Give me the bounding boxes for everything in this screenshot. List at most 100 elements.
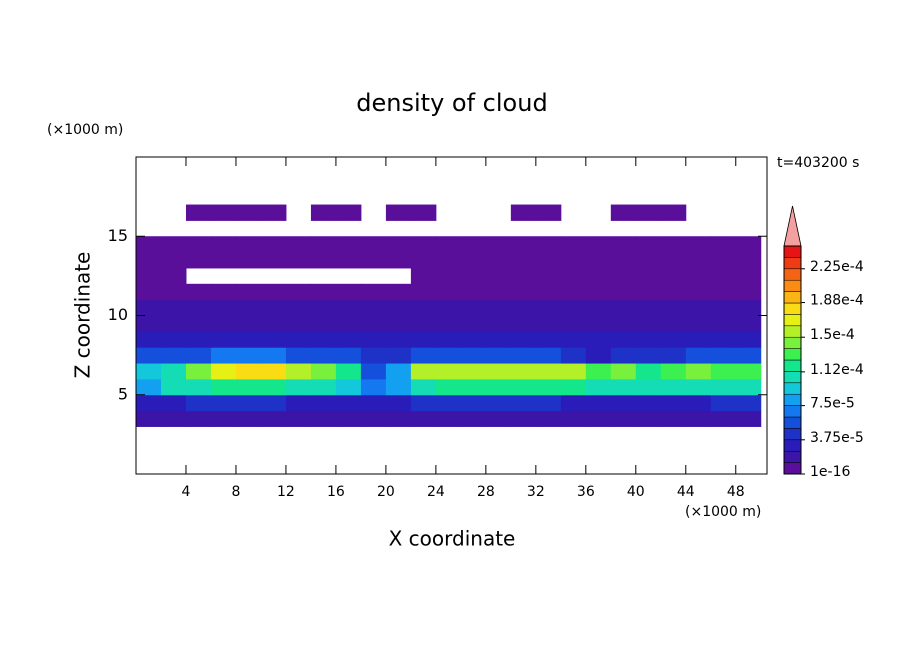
contour-cell (510, 331, 537, 348)
contour-cell (260, 363, 287, 380)
colorbar-swatch (783, 257, 802, 270)
colorbar-swatch (783, 245, 802, 258)
contour-cell (535, 363, 562, 380)
contour-cell (610, 331, 637, 348)
contour-cell (185, 283, 212, 301)
contour-cell (410, 347, 437, 364)
contour-cell (735, 410, 762, 427)
contour-cell (185, 315, 212, 332)
contour-cell (610, 299, 637, 316)
contour-cell (185, 299, 212, 316)
contour-cell (136, 363, 162, 380)
contour-cell (585, 331, 612, 348)
contour-cell (260, 299, 287, 316)
contour-cell (560, 331, 587, 348)
x-tick-label: 28 (477, 484, 495, 500)
contour-cell (535, 236, 562, 253)
contour-cell (660, 378, 687, 396)
x-tick-label: 12 (277, 484, 295, 500)
contour-cell (235, 315, 262, 332)
contour-cell (435, 363, 462, 380)
contour-cell (660, 283, 687, 301)
contour-cell (610, 315, 637, 332)
contour-cell (560, 236, 587, 253)
contour-cell (210, 331, 237, 348)
contour-cell (185, 394, 212, 412)
contour-cell (635, 410, 662, 427)
contour-cell (510, 204, 537, 221)
contour-cell (285, 315, 312, 332)
contour-cell (735, 299, 762, 316)
contour-cell (235, 331, 262, 348)
contour-cell (610, 204, 637, 221)
contour-cell (485, 363, 512, 380)
contour-cell (485, 315, 512, 332)
contour-cell (585, 363, 612, 380)
contour-cell (210, 394, 237, 412)
contour-cell (635, 236, 662, 253)
colorbar-swatch (783, 279, 802, 292)
x-tick-label: 40 (627, 484, 645, 500)
contour-cell (635, 299, 662, 316)
contour-cell (160, 347, 187, 364)
contour-cell (660, 299, 687, 316)
contour-cell (710, 347, 737, 364)
x-tick-label: 36 (577, 484, 595, 500)
contour-cell (360, 252, 387, 269)
contour-cell (185, 236, 212, 253)
contour-cell (485, 331, 512, 348)
contour-cell (485, 378, 512, 396)
contour-cell (710, 236, 737, 253)
contour-cell (285, 410, 312, 427)
contour-cell (136, 283, 162, 301)
contour-cell (335, 410, 362, 427)
contour-cell (460, 299, 487, 316)
contour-cell (310, 252, 337, 269)
contour-cell (235, 299, 262, 316)
x-tick-label: 32 (527, 484, 545, 500)
contour-cell (485, 236, 512, 253)
contour-cell (335, 394, 362, 412)
contour-cell (685, 315, 712, 332)
contour-cell (735, 331, 762, 348)
contour-cell (410, 363, 437, 380)
contour-cell (610, 252, 637, 269)
contour-cell (310, 363, 337, 380)
contour-cell (685, 283, 712, 301)
contour-cell (485, 283, 512, 301)
contour-cell (485, 347, 512, 364)
contour-cell (136, 267, 162, 285)
contour-cell (610, 378, 637, 396)
contour-cell (136, 378, 162, 396)
contour-field (136, 204, 762, 427)
contour-cell (385, 410, 412, 427)
contour-cell (610, 394, 637, 412)
contour-cell (535, 410, 562, 427)
contour-cell (535, 378, 562, 396)
contour-cell (710, 267, 737, 285)
contour-cell (410, 331, 437, 348)
contour-cell (460, 347, 487, 364)
contour-cell (410, 315, 437, 332)
contour-cell (710, 283, 737, 301)
colorbar-swatch (783, 405, 802, 418)
contour-cell (285, 283, 312, 301)
contour-cell (260, 410, 287, 427)
contour-cell (460, 252, 487, 269)
contour-cell (210, 283, 237, 301)
contour-cell (460, 378, 487, 396)
y-tick-label: 5 (118, 384, 128, 403)
contour-cell (610, 267, 637, 285)
contour-cell (610, 236, 637, 253)
contour-cell (535, 283, 562, 301)
contour-cell (585, 236, 612, 253)
contour-cell (610, 410, 637, 427)
contour-cell (310, 236, 337, 253)
colorbar-tick-label: 2.25e-4 (810, 259, 864, 275)
colorbar-swatch (783, 462, 802, 475)
contour-cell (435, 378, 462, 396)
contour-cell (185, 204, 212, 221)
contour-cell (735, 315, 762, 332)
contour-cell (460, 315, 487, 332)
x-tick-label: 8 (231, 484, 240, 500)
